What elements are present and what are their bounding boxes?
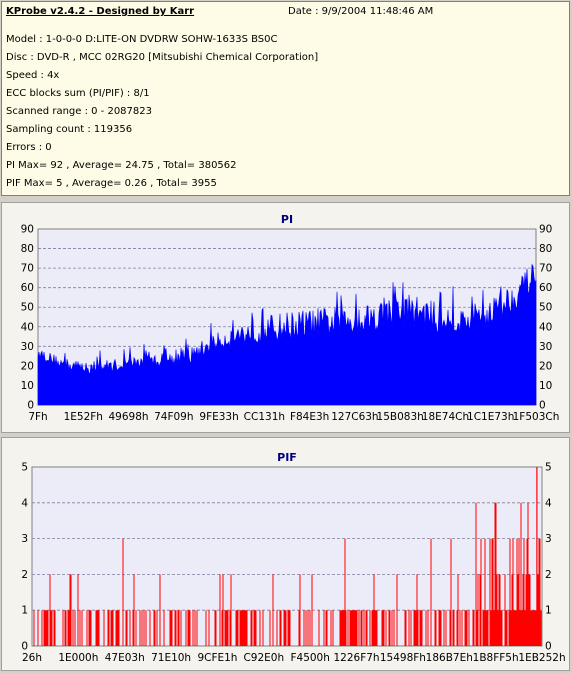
y-tick-label-right: 20 bbox=[539, 360, 552, 372]
y-tick-label-left: 0 bbox=[21, 641, 28, 653]
y-tick-label-right: 30 bbox=[539, 341, 552, 353]
x-tick-label: 9CFE1h bbox=[197, 652, 237, 664]
y-tick-label-left: 0 bbox=[27, 400, 34, 412]
y-tick-label-left: 50 bbox=[21, 302, 34, 314]
y-tick-label-right: 50 bbox=[539, 302, 552, 314]
model-line: Model : 1-0-0-0 D:LITE-ON DVDRW SOHW-163… bbox=[6, 34, 278, 45]
y-tick-label-left: 4 bbox=[21, 497, 28, 509]
x-tick-label: 1B8FF5h bbox=[473, 652, 519, 664]
y-tick-label-right: 80 bbox=[539, 243, 552, 255]
y-tick-label-right: 70 bbox=[539, 263, 552, 275]
y-tick-label-right: 5 bbox=[545, 462, 552, 474]
y-tick-label-left: 30 bbox=[21, 341, 34, 353]
y-tick-label-left: 10 bbox=[21, 380, 34, 392]
pi-stats-line: PI Max= 92 , Average= 24.75 , Total= 380… bbox=[6, 160, 237, 171]
y-tick-label-left: 80 bbox=[21, 243, 34, 255]
range-line: Scanned range : 0 - 2087823 bbox=[6, 106, 152, 117]
errors-line: Errors : 0 bbox=[6, 142, 52, 153]
x-tick-label: 186B7Eh bbox=[426, 652, 473, 664]
disc-line: Disc : DVD-R , MCC 02RG20 [Mitsubishi Ch… bbox=[6, 52, 319, 63]
chart-title: PI bbox=[281, 213, 293, 226]
y-tick-label-right: 10 bbox=[539, 380, 552, 392]
x-tick-label: CC131h bbox=[244, 411, 285, 423]
x-tick-label: 7Fh bbox=[28, 411, 47, 423]
y-tick-label-left: 40 bbox=[21, 321, 34, 333]
y-tick-label-left: 60 bbox=[21, 282, 34, 294]
x-tick-label: 127C63h bbox=[331, 411, 378, 423]
x-tick-label: 1226F7h bbox=[333, 652, 379, 664]
x-tick-label: 1EB252h bbox=[518, 652, 565, 664]
x-tick-label: 1E52Fh bbox=[64, 411, 103, 423]
x-tick-label: 26h bbox=[22, 652, 42, 664]
sampling-line: Sampling count : 119356 bbox=[6, 124, 133, 135]
pif-series bbox=[33, 467, 542, 646]
x-tick-label: 1F503Ch bbox=[513, 411, 560, 423]
x-tick-label: 1C1E73h bbox=[467, 411, 514, 423]
pi-chart: 0 0 10 10 20 20 30 30 40 40 50 50 60 60 70 70 80 80 90 90 7F… bbox=[21, 213, 560, 423]
y-tick-label-right: 0 bbox=[539, 400, 546, 412]
y-tick-label-left: 70 bbox=[21, 263, 34, 275]
scan-date: Date : 9/9/2004 11:48:46 AM bbox=[288, 6, 434, 17]
y-tick-label-right: 1 bbox=[545, 605, 552, 617]
x-tick-label: 18E74Ch bbox=[422, 411, 469, 423]
x-tick-label: F84E3h bbox=[290, 411, 329, 423]
pi-series bbox=[37, 263, 537, 406]
x-tick-label: 74F09h bbox=[154, 411, 193, 423]
ecc-line: ECC blocks sum (PI/PIF) : 8/1 bbox=[6, 88, 150, 99]
pi-chart-panel: 0 0 10 10 20 20 30 30 40 40 50 50 60 60 70 70 80 80 90 90 7F… bbox=[1, 202, 570, 433]
pif-chart: 0 0 1 1 2 2 3 3 4 4 5 5 26h 1E000h 47E03h 71E10h 9CFE1h C… bbox=[21, 451, 565, 664]
y-tick-label-right: 60 bbox=[539, 282, 552, 294]
y-tick-label-left: 20 bbox=[21, 360, 34, 372]
y-tick-label-right: 3 bbox=[545, 533, 552, 545]
x-tick-label: 1E000h bbox=[58, 652, 98, 664]
app-title: KProbe v2.4.2 - Designed by Karr bbox=[6, 6, 195, 17]
pif-stats-line: PIF Max= 5 , Average= 0.26 , Total= 3955 bbox=[6, 178, 217, 189]
info-panel: KProbe v2.4.2 - Designed by Karr Date : … bbox=[1, 1, 570, 196]
speed-line: Speed : 4x bbox=[6, 70, 60, 81]
x-tick-label: 15B083h bbox=[377, 411, 424, 423]
x-tick-label: 47E03h bbox=[105, 652, 145, 664]
x-tick-label: F4500h bbox=[290, 652, 329, 664]
x-tick-label: 49698h bbox=[109, 411, 149, 423]
y-tick-label-right: 4 bbox=[545, 497, 552, 509]
y-tick-label-left: 5 bbox=[21, 462, 28, 474]
x-tick-label: 15498Fh bbox=[380, 652, 426, 664]
y-tick-label-left: 1 bbox=[21, 605, 28, 617]
y-tick-label-right: 90 bbox=[539, 224, 552, 236]
y-tick-label-left: 90 bbox=[21, 224, 34, 236]
pif-chart-panel: 0 0 1 1 2 2 3 3 4 4 5 5 26h 1E000h 47E03h 71E10h 9CFE1h C… bbox=[1, 437, 570, 671]
x-tick-label: 71E10h bbox=[151, 652, 191, 664]
y-tick-label-left: 2 bbox=[21, 569, 28, 581]
y-tick-label-left: 3 bbox=[21, 533, 28, 545]
y-tick-label-right: 40 bbox=[539, 321, 552, 333]
x-tick-label: C92E0h bbox=[243, 652, 284, 664]
x-tick-label: 9FE33h bbox=[199, 411, 238, 423]
chart-title: PIF bbox=[277, 451, 297, 464]
y-tick-label-right: 0 bbox=[545, 641, 552, 653]
y-tick-label-right: 2 bbox=[545, 569, 552, 581]
